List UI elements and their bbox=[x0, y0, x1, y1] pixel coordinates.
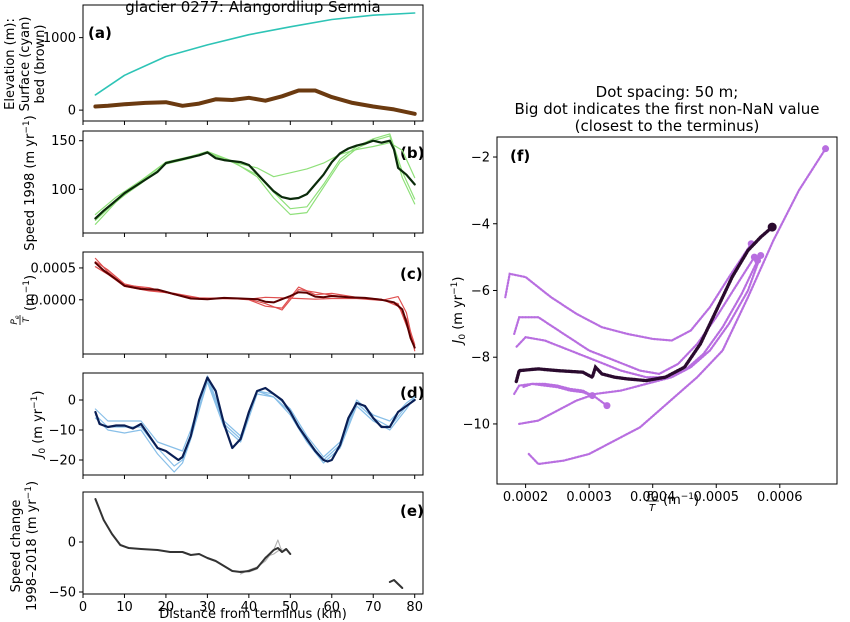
panel-b-ytick-label: 150 bbox=[51, 134, 76, 149]
trajectory-thin-start-dot bbox=[603, 402, 611, 410]
svg-text:Pe: Pe bbox=[647, 490, 657, 502]
panel-f-ytick-label: −4 bbox=[471, 217, 490, 232]
svg-text:T: T bbox=[22, 316, 32, 323]
svg-text:T: T bbox=[649, 503, 656, 514]
panel-e-xtick-label: 60 bbox=[324, 600, 341, 615]
svg-text:(m−1): (m−1) bbox=[22, 275, 38, 311]
panel-d-frame bbox=[82, 372, 424, 476]
speed-change-main-line bbox=[94, 498, 292, 573]
panel-b-ytick-label: 100 bbox=[51, 183, 76, 198]
panel-f-xtick-label: 0.0004 bbox=[630, 490, 676, 505]
panel-e-xtick-label: 70 bbox=[365, 600, 382, 615]
panel-e-ylabel-line2: 1998–2018 (m yr−1) bbox=[24, 481, 40, 611]
panel-e-xtick-label: 80 bbox=[406, 600, 423, 615]
panel-f-xtick-label: 0.0003 bbox=[566, 490, 612, 505]
panel-a-tag: (a) bbox=[88, 24, 112, 42]
panel-c-ytick-label: 0.0000 bbox=[31, 293, 77, 308]
panel-f-ytick-label: −6 bbox=[471, 284, 490, 299]
trajectory-thin-dots bbox=[513, 382, 594, 397]
data-marks bbox=[93, 12, 830, 589]
panel-a-ylabel-line1: Elevation (m): bbox=[3, 18, 18, 110]
panel-e-xtick-label: 40 bbox=[241, 600, 258, 615]
panel-f-xtick-label: 0.0002 bbox=[503, 490, 549, 505]
panel-f-xtick-label: 0.0006 bbox=[757, 490, 803, 505]
panel-a-frame bbox=[82, 4, 424, 122]
panel-e-frame bbox=[82, 491, 424, 595]
speed-thin-line bbox=[94, 133, 416, 221]
j0-thin-line bbox=[94, 378, 416, 467]
panel-c-frame bbox=[82, 251, 424, 355]
panel-d-ylabel: J0 (m yr−1) bbox=[30, 391, 48, 461]
figure-title: glacier 0277: Alangordliup Sermia bbox=[125, 0, 380, 16]
speed-thin-line bbox=[94, 142, 416, 216]
j0-thin-line bbox=[94, 381, 416, 473]
panel-a-ylabel-line3: bed (brown) bbox=[33, 25, 48, 104]
trajectory-thin-start-dot bbox=[757, 251, 765, 259]
panel-e-tag: (e) bbox=[400, 502, 424, 520]
panel-f-ytick-label: −10 bbox=[463, 417, 490, 432]
trajectory-thin-dots bbox=[521, 382, 609, 407]
panel-e-xtick-label: 10 bbox=[116, 600, 133, 615]
svg-text:Pe: Pe bbox=[10, 315, 21, 324]
speed-main-line bbox=[94, 139, 416, 220]
pe-over-t-thin-line bbox=[94, 261, 416, 347]
panel-a-ylabel-line2: Surface (cyan) bbox=[18, 17, 33, 112]
trajectory-main-dots bbox=[514, 225, 774, 384]
speed-change-main-line bbox=[388, 579, 404, 589]
panel-f-xlabel: Pe T (m−1) bbox=[646, 490, 699, 514]
j0-main-line bbox=[94, 376, 416, 463]
panel-f-title-line2: Big dot indicates the first non-NaN valu… bbox=[514, 100, 819, 118]
panel-d-ytick-label: −20 bbox=[49, 454, 76, 469]
trajectory-main-start-dot bbox=[767, 222, 777, 232]
pe-over-t-main-line bbox=[94, 261, 416, 349]
j0-thin-line bbox=[94, 375, 416, 458]
panel-e-xtick-label: 20 bbox=[158, 600, 175, 615]
panel-f-title-line3: (closest to the terminus) bbox=[575, 117, 760, 135]
panel-e-xtick-label: 30 bbox=[199, 600, 216, 615]
bed-elevation-line bbox=[93, 88, 417, 116]
surface-elevation-line bbox=[94, 12, 416, 96]
speed-change-thin-line bbox=[240, 539, 283, 575]
panel-a-ytick-label: 0 bbox=[68, 104, 76, 119]
panel-f-ylabel: J0 (m yr−1) bbox=[450, 277, 468, 347]
panel-e-ytick-label: −50 bbox=[49, 586, 76, 601]
panel-e-ylabel-line1: Speed change bbox=[9, 500, 24, 593]
panel-f-xtick-label: 0.0005 bbox=[694, 490, 740, 505]
panel-e-ytick-label: 0 bbox=[68, 536, 76, 551]
trajectory-thin-dots bbox=[527, 147, 827, 466]
panel-f-ytick-label: −2 bbox=[471, 151, 490, 166]
panel-d-ytick-label: 0 bbox=[68, 394, 76, 409]
panel-b-ylabel: Speed 1998 (m yr−1) bbox=[22, 115, 38, 250]
panel-a-ytick-label: 1000 bbox=[43, 31, 76, 46]
panel-e-xtick-label: 50 bbox=[282, 600, 299, 615]
trajectory-thin-dots bbox=[504, 242, 753, 342]
panel-f-title-line1: Dot spacing: 50 m; bbox=[596, 83, 739, 101]
trajectory-thin-dots bbox=[513, 255, 756, 376]
panel-f-tag: (f) bbox=[510, 147, 530, 165]
panel-d-ytick-label: −10 bbox=[49, 424, 76, 439]
panel-f-frame bbox=[496, 136, 838, 485]
trajectory-thin-start-dot bbox=[822, 145, 830, 153]
trajectory-thin-dots bbox=[518, 254, 762, 426]
xlabel: Distance from terminus (km) bbox=[159, 607, 347, 622]
panel-f-ytick-label: −8 bbox=[471, 351, 490, 366]
panel-c-ytick-label: 0.0005 bbox=[31, 261, 77, 276]
svg-text:(m−1): (m−1) bbox=[663, 492, 699, 508]
panel-c-tag: (c) bbox=[400, 265, 423, 283]
panel-c-ylabel: Pe T (m−1) bbox=[10, 275, 38, 325]
panel-b-frame bbox=[82, 130, 424, 234]
panel-d-tag: (d) bbox=[400, 384, 424, 402]
panel-e-xtick-label: 0 bbox=[79, 600, 87, 615]
trajectory-thin-dots bbox=[514, 259, 759, 379]
speed-change-thin-line bbox=[240, 548, 283, 573]
pe-over-t-thin-line bbox=[94, 266, 416, 352]
